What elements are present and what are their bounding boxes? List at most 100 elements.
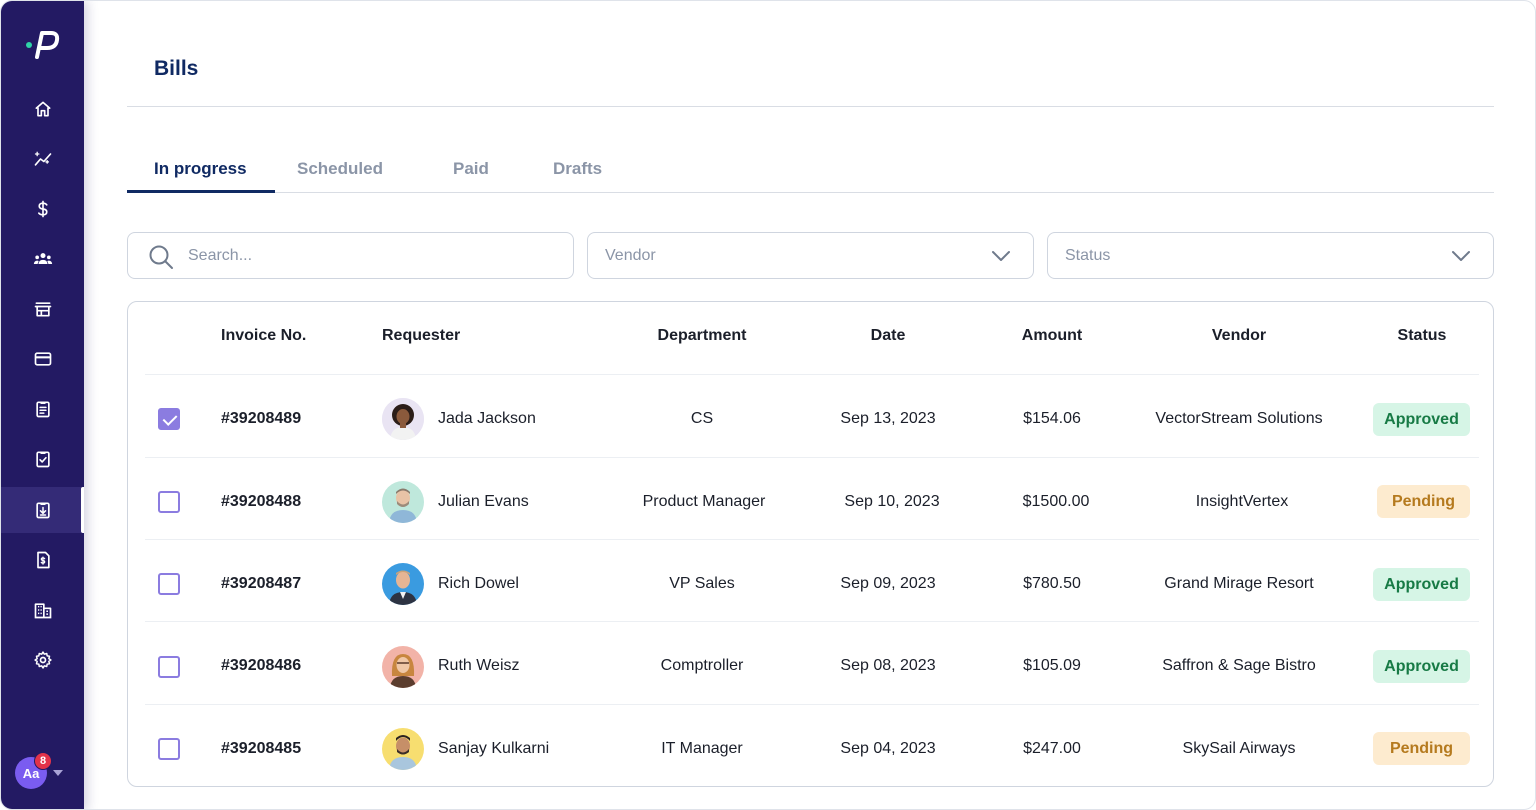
nav-cards[interactable]: [1, 336, 84, 382]
column-header-amount[interactable]: Amount: [1021, 327, 1083, 344]
dollar-icon: [37, 200, 48, 218]
clipboard-check-icon: [35, 451, 50, 468]
requester-name: Rich Dowel: [438, 575, 519, 592]
home-icon: [35, 101, 51, 117]
invoice-number[interactable]: #39208489: [221, 410, 302, 427]
notification-badge: 8: [34, 752, 52, 770]
requester-avatar: [382, 646, 424, 688]
status-badge: Approved: [1373, 568, 1470, 601]
building-icon: [34, 603, 51, 619]
nav-payments[interactable]: [1, 186, 84, 232]
status-badge: Approved: [1373, 650, 1470, 683]
requester-name: Ruth Weisz: [438, 657, 520, 674]
row-divider: [145, 704, 1479, 705]
date: Sep 09, 2023: [840, 575, 936, 592]
sidebar: Aa 8: [1, 1, 84, 809]
requester-avatar: [382, 563, 424, 605]
row-divider: [145, 457, 1479, 458]
date: Sep 10, 2023: [844, 493, 940, 510]
column-header-department[interactable]: Department: [657, 327, 747, 344]
nav-vendors[interactable]: [1, 286, 84, 332]
department: VP Sales: [669, 575, 735, 592]
column-header-date[interactable]: Date: [870, 327, 906, 344]
tab-in-progress[interactable]: In progress: [154, 159, 247, 178]
row-divider: [145, 374, 1479, 375]
caret-down-icon: [53, 770, 63, 776]
status-filter[interactable]: Status: [1047, 232, 1494, 279]
search-icon: [149, 245, 173, 269]
column-header-requester[interactable]: Requester: [382, 327, 461, 344]
requester-avatar: [382, 728, 424, 770]
vendor-name: Grand Mirage Resort: [1164, 575, 1314, 592]
amount: $247.00: [1023, 740, 1081, 757]
nav-settings[interactable]: [1, 637, 84, 683]
vendor-name: SkySail Airways: [1182, 740, 1296, 757]
nav-requests[interactable]: [1, 386, 84, 432]
row-checkbox[interactable]: [158, 656, 180, 678]
requester-name: Julian Evans: [438, 493, 529, 510]
vendor-name: Saffron & Sage Bistro: [1162, 657, 1316, 674]
nav-entities[interactable]: [1, 587, 84, 633]
invoice-number[interactable]: #39208488: [221, 493, 302, 510]
amount: $154.06: [1023, 410, 1081, 427]
status-badge: Pending: [1373, 732, 1470, 765]
invoice-number[interactable]: #39208486: [221, 657, 302, 674]
row-divider: [145, 539, 1479, 540]
row-checkbox[interactable]: [158, 408, 180, 430]
date: Sep 13, 2023: [840, 410, 936, 427]
tab-bar: In progress Scheduled Paid Drafts: [127, 149, 1494, 193]
nav-bills[interactable]: [1, 487, 84, 533]
row-divider: [145, 621, 1479, 622]
requester-avatar: [382, 398, 424, 440]
bills-table: [127, 301, 1494, 787]
header-divider: [127, 106, 1494, 107]
search-input[interactable]: [188, 244, 548, 268]
requester-name: Jada Jackson: [438, 410, 536, 427]
gear-icon: [33, 651, 52, 669]
invoice-number[interactable]: #39208485: [221, 740, 302, 757]
department: CS: [690, 410, 714, 427]
insights-icon: [34, 151, 51, 166]
date: Sep 04, 2023: [840, 740, 936, 757]
row-checkbox[interactable]: [158, 573, 180, 595]
page-title: Bills: [154, 57, 199, 80]
invoice-number[interactable]: #39208487: [221, 575, 302, 592]
vendor-name: VectorStream Solutions: [1155, 410, 1323, 427]
column-header-invoice[interactable]: Invoice No.: [221, 327, 307, 344]
status-badge: Approved: [1373, 403, 1470, 436]
row-checkbox[interactable]: [158, 491, 180, 513]
department: IT Manager: [661, 740, 743, 757]
status-filter-label: Status: [1065, 247, 1111, 264]
column-header-vendor[interactable]: Vendor: [1211, 327, 1267, 344]
row-checkbox[interactable]: [158, 738, 180, 760]
search-box[interactable]: [127, 232, 574, 279]
tab-drafts[interactable]: Drafts: [553, 159, 603, 178]
vendor-filter[interactable]: Vendor: [587, 232, 1034, 279]
status-badge: Pending: [1377, 485, 1470, 518]
brand-logo[interactable]: [25, 29, 61, 61]
nav-approvals[interactable]: [1, 436, 84, 482]
nav-invoices[interactable]: [1, 537, 84, 583]
amount: $105.09: [1023, 657, 1081, 674]
nav-team[interactable]: [1, 236, 84, 282]
invoice-icon: [36, 551, 50, 569]
user-avatar: Aa: [15, 757, 47, 789]
column-header-status[interactable]: Status: [1397, 327, 1447, 344]
amount: $780.50: [1023, 575, 1081, 592]
nav-home[interactable]: [1, 86, 84, 132]
user-menu[interactable]: Aa 8: [15, 752, 71, 791]
date: Sep 08, 2023: [840, 657, 936, 674]
tab-scheduled[interactable]: Scheduled: [297, 159, 383, 178]
store-icon: [34, 302, 51, 317]
tab-paid[interactable]: Paid: [453, 159, 489, 178]
chevron-down-icon: [992, 251, 1010, 261]
active-tab-indicator: [127, 190, 275, 193]
requester-avatar: [382, 481, 424, 523]
department: Product Manager: [642, 493, 766, 510]
chevron-down-icon: [1452, 251, 1470, 261]
team-icon: [33, 253, 52, 264]
nav-insights[interactable]: [1, 136, 84, 182]
department: Comptroller: [660, 657, 744, 674]
vendor-name: InsightVertex: [1195, 493, 1289, 510]
